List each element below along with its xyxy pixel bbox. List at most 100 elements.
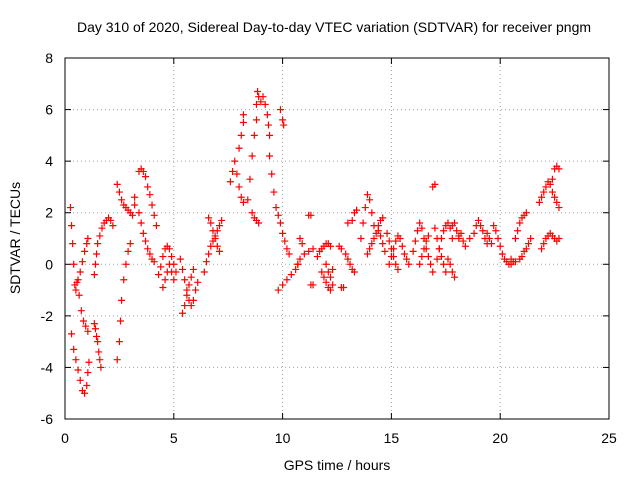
data-point	[84, 235, 92, 242]
data-point	[470, 229, 478, 237]
track-t27	[307, 281, 317, 289]
data-point	[194, 278, 202, 286]
data-point	[379, 214, 387, 222]
data-point	[209, 227, 217, 235]
data-point	[144, 183, 152, 191]
data-point	[152, 222, 160, 230]
data-point	[522, 245, 530, 253]
data-point	[461, 242, 469, 250]
data-point	[115, 188, 123, 196]
track-t35	[357, 191, 378, 242]
data-point	[535, 198, 543, 206]
data-point	[211, 235, 219, 242]
data-point	[142, 237, 150, 245]
data-point	[81, 389, 89, 397]
data-point	[522, 209, 530, 217]
data-point	[215, 247, 223, 255]
data-point	[540, 188, 548, 196]
data-point	[479, 227, 487, 235]
data-point	[459, 237, 467, 245]
plot-frame	[64, 57, 610, 420]
data-point	[263, 111, 271, 119]
data-point	[366, 196, 374, 204]
track-t15	[200, 216, 226, 276]
x-axis-label: GPS time / hours	[284, 457, 391, 473]
data-point	[259, 93, 267, 101]
track-t02	[68, 330, 93, 397]
data-point	[113, 180, 121, 188]
data-point	[555, 165, 563, 173]
x-tick-label: 0	[61, 430, 69, 446]
data-point	[457, 229, 465, 237]
data-point	[235, 183, 243, 191]
data-point	[239, 111, 247, 119]
data-point	[192, 286, 200, 294]
data-point	[165, 260, 173, 268]
track-t19	[244, 88, 274, 204]
data-point	[116, 317, 124, 325]
data-point	[353, 206, 361, 214]
data-point	[150, 211, 158, 219]
data-point	[69, 240, 77, 248]
data-point	[294, 260, 302, 268]
data-point	[344, 255, 352, 263]
data-point	[185, 281, 193, 289]
data-point	[85, 358, 93, 366]
data-point	[435, 245, 443, 253]
data-point	[379, 240, 387, 248]
data-point	[73, 278, 81, 286]
data-point	[366, 245, 374, 253]
x-tick-labels: 0 5 10 15 20 25	[61, 430, 617, 446]
data-point	[183, 291, 191, 299]
data-point	[207, 219, 215, 227]
data-point	[350, 268, 358, 276]
data-point	[97, 363, 105, 371]
data-point	[348, 216, 356, 224]
data-point	[309, 245, 317, 253]
data-point	[496, 242, 504, 250]
data-point	[72, 286, 80, 294]
data-point	[124, 247, 132, 255]
data-point	[77, 307, 85, 315]
data-point	[237, 193, 245, 201]
data-point	[168, 268, 176, 276]
data-point	[305, 247, 313, 255]
data-point	[370, 235, 378, 242]
data-point	[226, 178, 234, 186]
track-t52	[511, 209, 530, 242]
y-tick-labels: -6 -4 -2 0 2 4 6 8	[41, 50, 54, 427]
track-t26	[305, 211, 315, 219]
track-t11	[155, 242, 180, 279]
data-point	[79, 317, 87, 325]
y-tick-label: -4	[41, 359, 54, 375]
data-point	[427, 260, 435, 268]
track-t53	[516, 235, 535, 263]
data-point	[403, 255, 411, 263]
data-point	[326, 273, 334, 281]
data-point	[137, 219, 145, 227]
chart-title: Day 310 of 2020, Sidereal Day-to-day VTE…	[77, 19, 591, 35]
data-point	[250, 131, 258, 139]
data-point	[113, 356, 121, 364]
data-point	[181, 302, 189, 310]
track-t47	[455, 229, 469, 250]
data-point	[287, 271, 295, 279]
track-t06	[90, 214, 117, 279]
data-point	[298, 240, 306, 248]
data-point	[202, 258, 210, 266]
data-point	[150, 258, 158, 266]
data-point	[307, 211, 315, 219]
data-point	[394, 265, 402, 273]
data-point	[422, 237, 430, 245]
data-point	[309, 281, 317, 289]
data-point	[474, 216, 482, 224]
track-t33	[342, 250, 358, 276]
data-point	[159, 253, 167, 261]
track-t28	[313, 240, 334, 261]
track-t56	[548, 162, 563, 183]
track-t16	[205, 214, 223, 255]
data-point	[179, 265, 187, 273]
data-point	[398, 242, 406, 250]
data-point	[231, 157, 239, 165]
data-point	[548, 188, 556, 196]
